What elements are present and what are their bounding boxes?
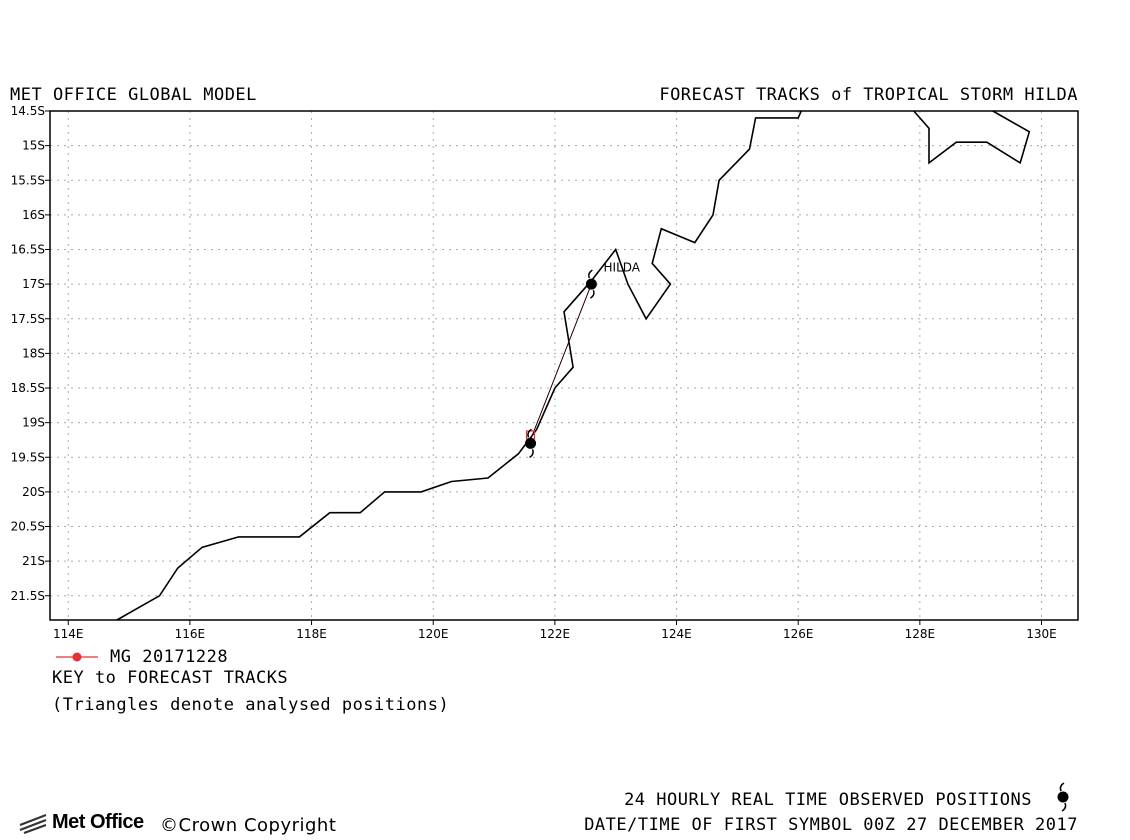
- coastline: [116, 110, 1031, 621]
- y-tick-label: 14.5S: [11, 104, 45, 118]
- x-tick-label: 126E: [783, 627, 814, 641]
- observed-positions: [525, 269, 597, 459]
- y-tick-label: 18S: [22, 346, 45, 360]
- map-grid: [45, 110, 1078, 625]
- cyclone-icon-core: [525, 437, 537, 449]
- header-model-title: MET OFFICE GLOBAL MODEL: [10, 85, 257, 105]
- x-tick-label: 122E: [540, 627, 571, 641]
- x-tick-label: 120E: [418, 627, 449, 641]
- y-tick-label: 19S: [22, 416, 45, 430]
- observed-positions-label: 24 HOURLY REAL TIME OBSERVED POSITIONS: [624, 790, 1032, 810]
- cyclone-icon-arm: [527, 428, 532, 438]
- x-tick-labels: 114E 116E 118E 120E 122E 124E 126E 128E 130E: [53, 627, 1057, 641]
- cyclone-icon-arm: [589, 289, 595, 299]
- y-tick-label: 19.5S: [11, 450, 45, 464]
- y-tick-label: 17.5S: [11, 312, 45, 326]
- observed-track-line: [530, 283, 592, 441]
- first-symbol-datetime: DATE/TIME OF FIRST SYMBOL 00Z 27 DECEMBE…: [584, 815, 1078, 835]
- y-tick-label: 16S: [22, 208, 45, 222]
- y-tick-label: 20S: [22, 485, 45, 499]
- y-tick-labels: 14.5S 15S 15.5S 16S 16.5S 17S 17.5S 18S 18.5S 19S…: [11, 104, 45, 603]
- y-tick-label: 18.5S: [11, 381, 45, 395]
- x-tick-label: 114E: [53, 627, 84, 641]
- x-tick-label: 116E: [175, 627, 206, 641]
- map-frame: [49, 110, 1079, 621]
- y-tick-label: 21S: [22, 554, 45, 568]
- x-tick-label: 128E: [905, 627, 936, 641]
- cyclone-icon-core: [585, 278, 597, 290]
- logo-text: Met Office: [52, 811, 144, 833]
- coastline-segment: [116, 110, 802, 621]
- key-note: (Triangles denote analysed positions): [52, 695, 450, 715]
- x-tick-label: 130E: [1026, 627, 1057, 641]
- x-tick-label: 118E: [296, 627, 327, 641]
- met-office-logo: Met Office: [18, 811, 144, 834]
- x-tick-label: 124E: [661, 627, 692, 641]
- y-tick-label: 16.5S: [11, 243, 45, 257]
- y-tick-label: 15S: [22, 139, 45, 153]
- y-tick-label: 15.5S: [11, 173, 45, 187]
- y-tick-label: 17S: [22, 277, 45, 291]
- copyright-text: ©Crown Copyright: [160, 815, 337, 836]
- y-tick-label: 21.5S: [11, 589, 45, 603]
- y-tick-label: 20.5S: [11, 520, 45, 534]
- cyclone-icon: [525, 428, 537, 459]
- key-title: KEY to FORECAST TRACKS: [52, 668, 289, 688]
- key-track-marker: [56, 652, 98, 662]
- met-office-logo-icon: [19, 813, 47, 834]
- storm-label: HILDA: [604, 261, 641, 275]
- cyclone-icon: [585, 269, 597, 299]
- forecast-tracks: [525, 283, 592, 441]
- cyclone-icon-arm: [588, 269, 593, 279]
- header-storm-title: FORECAST TRACKS of TROPICAL STORM HILDA: [659, 85, 1078, 105]
- cyclone-icon-arm: [529, 449, 534, 459]
- coastline-segment: [913, 110, 1031, 165]
- cyclone-icon: [1057, 782, 1069, 812]
- key-entry-label: MG 20171228: [110, 647, 229, 667]
